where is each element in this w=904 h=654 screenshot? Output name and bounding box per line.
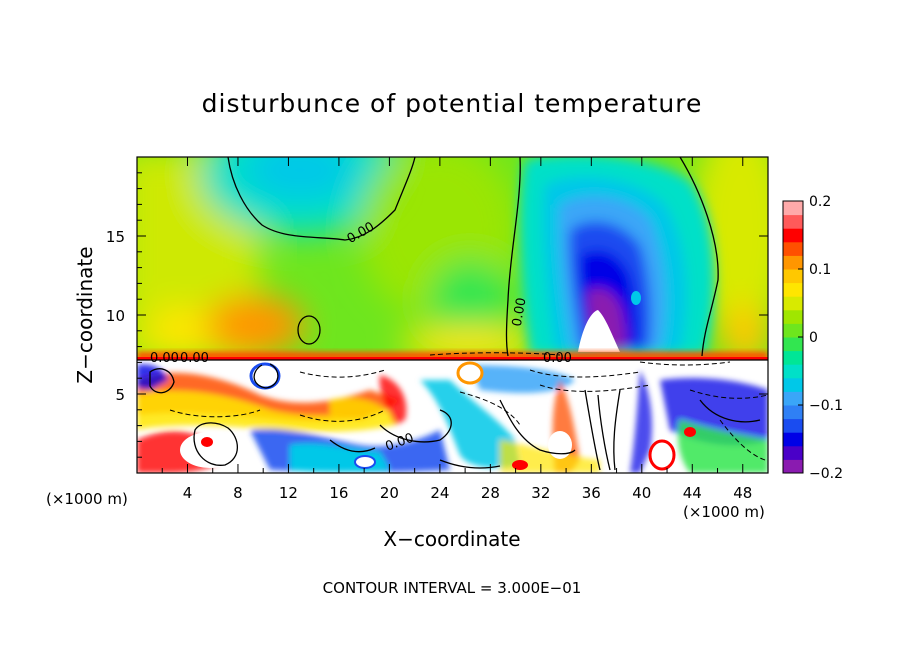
colorbar-swatch	[783, 337, 803, 352]
y-tick-label: 10	[106, 307, 125, 325]
colorbar-swatch	[783, 228, 803, 243]
colorbar-swatch	[783, 391, 803, 406]
x-tick-label: 36	[582, 484, 601, 502]
colorbar-tick-label: 0	[809, 330, 818, 346]
heatmap-field	[137, 157, 768, 473]
colorbar-swatch	[783, 350, 803, 365]
y-axis: 5 10 15	[106, 172, 768, 458]
colorbar-swatch	[783, 445, 803, 460]
colorbar-swatch	[783, 296, 803, 311]
x-tick-label: 44	[683, 484, 702, 502]
contour-interval-note: CONTOUR INTERVAL = 3.000E−01	[323, 579, 582, 597]
y-axis-label: Z−coordinate	[73, 246, 97, 383]
contour-label: 0.00	[510, 297, 530, 328]
colorbar-swatch	[783, 459, 803, 474]
x-tick-label: 16	[329, 484, 348, 502]
x-axis-label: X−coordinate	[383, 527, 520, 551]
colorbar-swatch	[783, 255, 803, 270]
colorbar-swatch	[783, 364, 803, 379]
contour-label: 0.00	[543, 351, 572, 366]
z-axis-unit: (×1000 m)	[683, 503, 765, 521]
colorbar-swatch	[783, 282, 803, 297]
colorbar-swatch	[783, 405, 803, 420]
colorbar-tick-label: −0.1	[809, 398, 843, 414]
x-tick-label: 4	[183, 484, 193, 502]
chart-title: disturbunce of potential temperature	[202, 89, 703, 118]
colorbar-tick-label: 0.2	[809, 194, 831, 210]
y-tick-label: 15	[106, 228, 125, 246]
colorbar-swatch	[783, 432, 803, 447]
x-axis: 4 8 12 16 20 24 28 32 36 40 44 48	[161, 157, 752, 502]
x-tick-label: 8	[233, 484, 243, 502]
colorbar-swatch	[783, 309, 803, 324]
x-tick-label: 20	[380, 484, 399, 502]
x-axis-unit: (×1000 m)	[46, 490, 128, 508]
x-tick-label: 32	[531, 484, 550, 502]
colorbar: 0.2 0.1 0 −0.1 −0.2	[782, 194, 843, 482]
colorbar-tick-label: −0.2	[809, 466, 843, 482]
colorbar-swatch	[783, 323, 803, 338]
x-tick-label: 48	[733, 484, 752, 502]
contour-label: 0.00	[150, 351, 179, 366]
x-tick-label: 40	[632, 484, 651, 502]
x-tick-label: 28	[481, 484, 500, 502]
colorbar-swatch	[783, 241, 803, 256]
colorbar-swatch	[783, 269, 803, 284]
contour-label: 0.00	[180, 351, 209, 366]
colorbar-swatch	[783, 418, 803, 433]
y-tick-label: 5	[115, 386, 125, 404]
x-tick-label: 24	[430, 484, 449, 502]
colorbar-swatch	[783, 377, 803, 392]
colorbar-tick-label: 0.1	[809, 262, 831, 278]
x-tick-label: 12	[279, 484, 298, 502]
colorbar-swatch	[783, 201, 803, 216]
colorbar-swatch	[783, 214, 803, 229]
